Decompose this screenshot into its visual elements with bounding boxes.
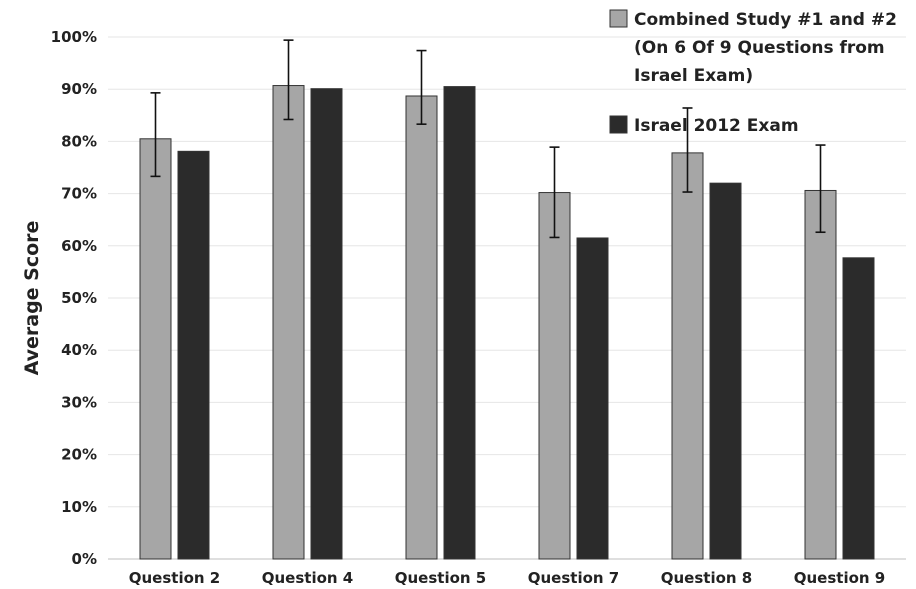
bar-combined-study [405, 95, 438, 560]
legend-label-combined-study: (On 6 Of 9 Questions from [634, 38, 885, 58]
y-tick-label: 100% [51, 28, 97, 46]
bar-israel-2012 [576, 237, 609, 560]
y-tick-label: 80% [61, 132, 97, 150]
x-tick-label: Question 7 [528, 569, 620, 587]
bar-combined-study [804, 189, 837, 560]
gridlines [108, 36, 906, 560]
bars [139, 85, 875, 560]
y-tick-label: 30% [61, 393, 97, 411]
x-tick-labels: Question 2 Question 4 Question 5 Question 7… [129, 569, 886, 587]
legend-label-combined-study: Combined Study #1 and #2 [634, 10, 897, 30]
y-tick-label: 40% [61, 341, 97, 359]
x-tick-label: Question 2 [129, 569, 221, 587]
legend-label-israel-2012: Israel 2012 Exam [634, 116, 799, 136]
y-tick-label: 90% [61, 80, 97, 98]
x-tick-label: Question 8 [661, 569, 753, 587]
x-tick-label: Question 4 [262, 569, 354, 587]
x-tick-label: Question 5 [395, 569, 487, 587]
y-tick-label: 20% [61, 446, 97, 464]
error-bars [150, 39, 826, 239]
legend: Combined Study #1 and #2 (On 6 Of 9 Quest… [609, 9, 897, 136]
bar-israel-2012 [177, 150, 210, 560]
legend-label-combined-study: Israel Exam) [634, 66, 753, 86]
y-tick-label: 60% [61, 237, 97, 255]
y-tick-label: 0% [72, 550, 97, 568]
y-tick-label: 50% [61, 289, 97, 307]
legend-swatch-israel-2012 [609, 115, 628, 134]
x-tick-label: Question 9 [794, 569, 886, 587]
y-axis-label: Average Score [21, 221, 43, 376]
bar-combined-study [671, 152, 704, 560]
y-tick-label: 70% [61, 185, 97, 203]
legend-swatch-combined-study [609, 9, 628, 28]
bar-combined-study [272, 85, 305, 560]
bar-israel-2012 [842, 257, 875, 560]
bar-israel-2012 [310, 88, 343, 560]
y-tick-label: 10% [61, 498, 97, 516]
bar-israel-2012 [709, 182, 742, 560]
bar-israel-2012 [443, 86, 476, 560]
bar-combined-study [139, 138, 172, 560]
y-tick-labels: 0% 10% 20% 30% 40% 50% 60% 70% 80% 90% 100% [51, 28, 97, 568]
bar-combined-study [538, 192, 571, 560]
